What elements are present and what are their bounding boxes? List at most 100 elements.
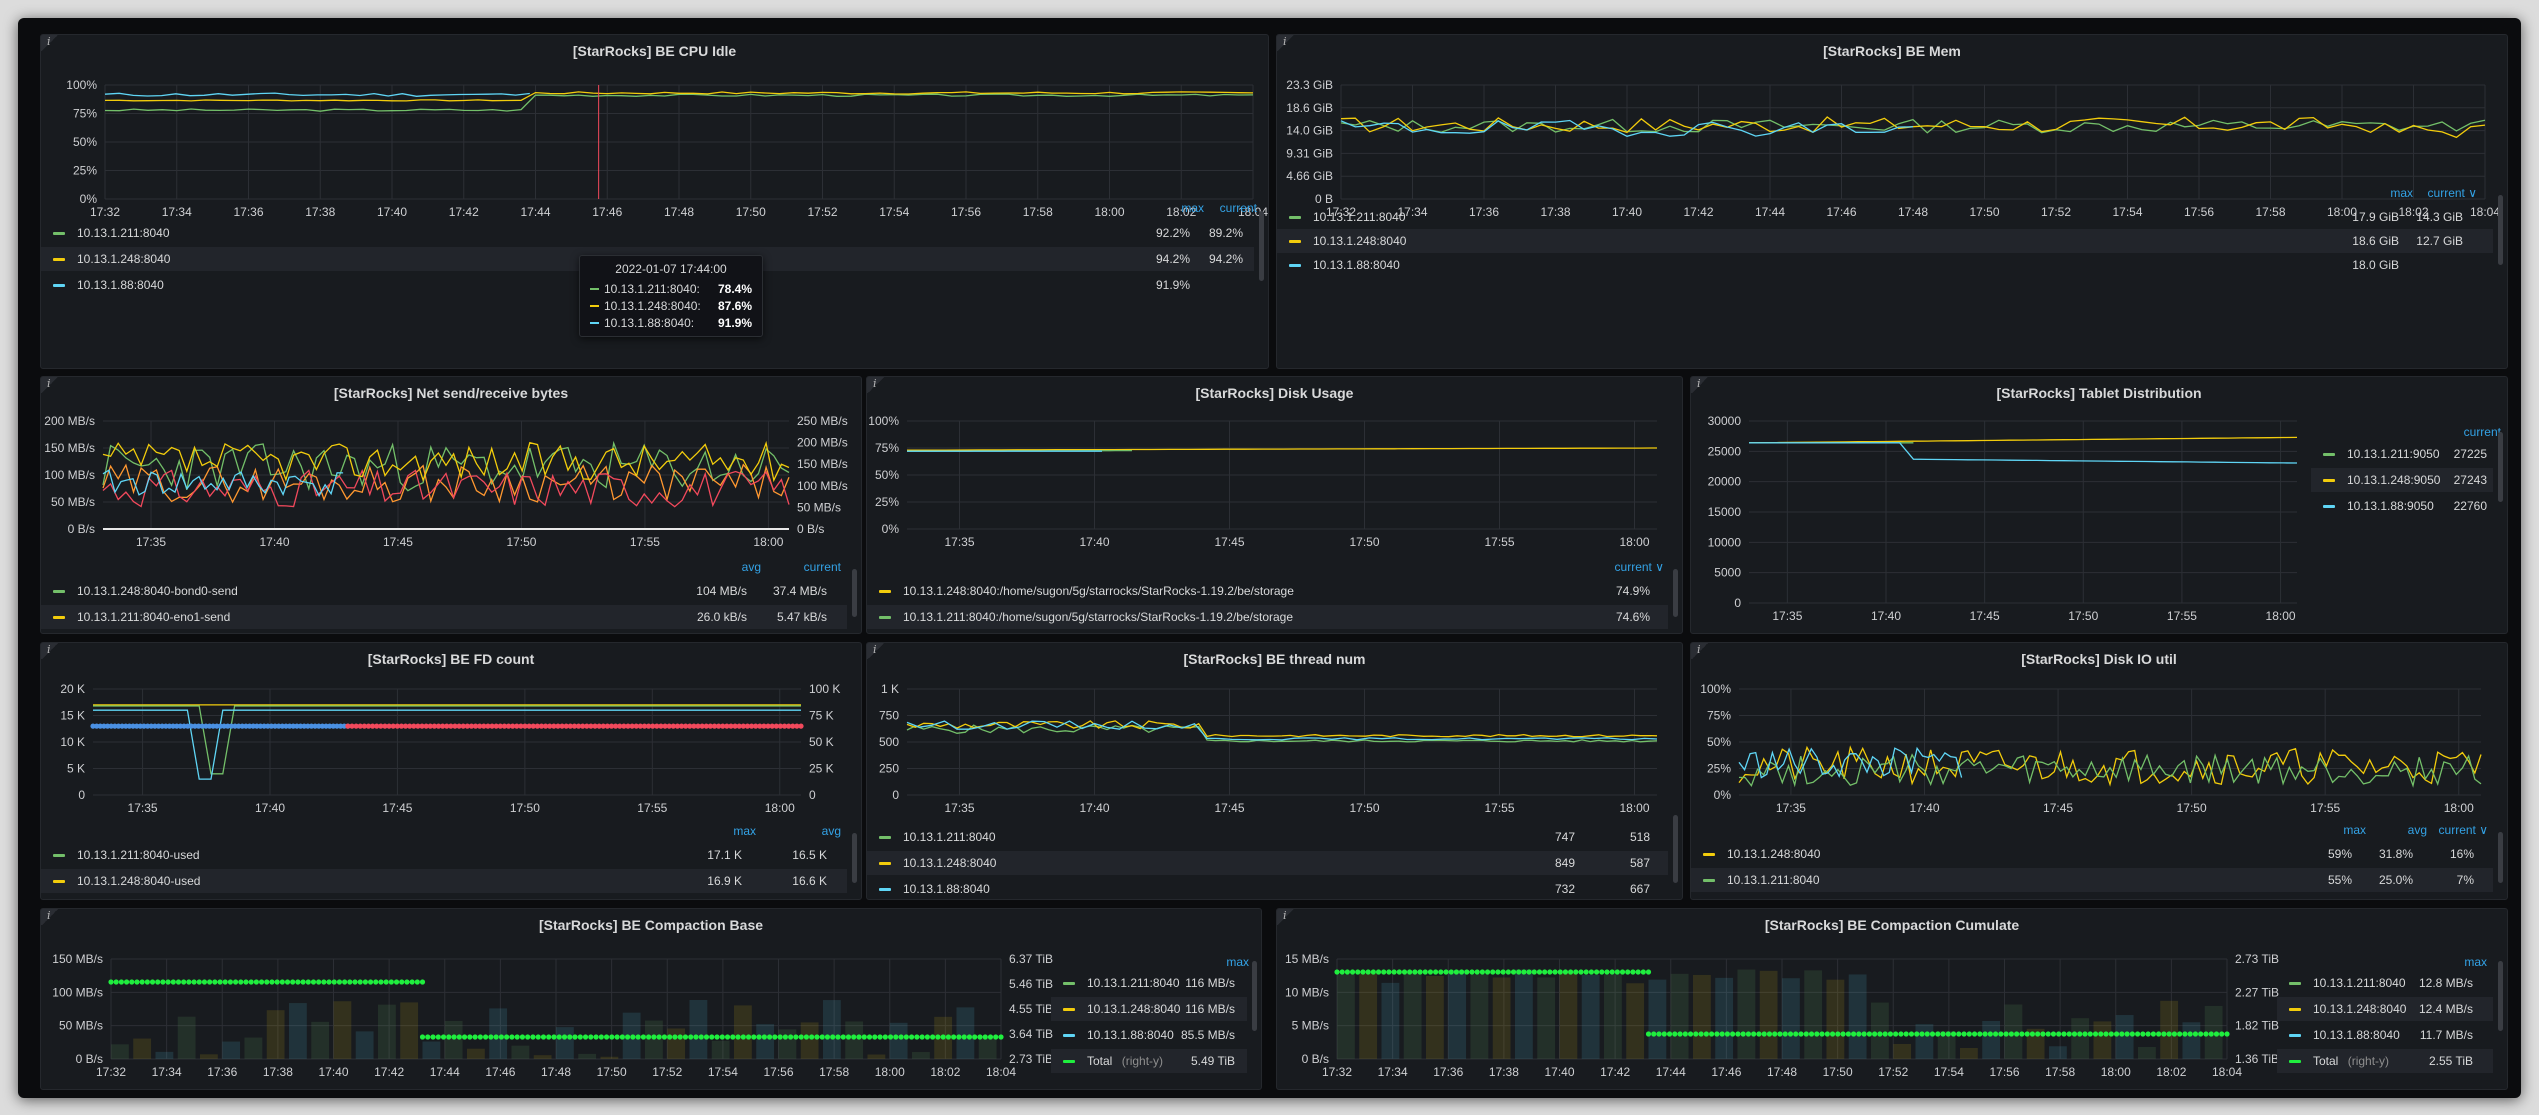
legend-item[interactable]: 10.13.1.248:8040 849 587 xyxy=(867,851,1668,875)
point-total xyxy=(2066,1031,2072,1037)
legend-header[interactable]: current ∨ xyxy=(2438,823,2488,837)
x-tick-label: 17:55 xyxy=(637,801,667,815)
legend-item[interactable]: 10.13.1.248:8040 18.6 GiB 12.7 GiB xyxy=(1277,229,2493,253)
panel-title[interactable]: [StarRocks] Disk Usage xyxy=(1195,385,1354,401)
y-tick-label: 0 B xyxy=(1315,192,1333,206)
legend-header[interactable]: max xyxy=(733,824,756,838)
legend-header[interactable]: max xyxy=(1226,955,1249,969)
legend-item[interactable]: 10.13.1.211:8040 92.2% 89.2% xyxy=(41,221,1254,245)
panel-info-icon[interactable]: i xyxy=(41,909,59,925)
legend-header[interactable]: avg xyxy=(821,824,841,838)
panel-info-icon[interactable]: i xyxy=(1277,35,1295,51)
legend-item[interactable]: 10.13.1.211:8040 12.8 MB/s xyxy=(2277,971,2493,995)
panel-info-icon[interactable]: i xyxy=(41,643,59,659)
legend-scrollbar[interactable] xyxy=(852,569,857,617)
legend-header[interactable]: avg xyxy=(741,560,761,574)
panel-title[interactable]: [StarRocks] Tablet Distribution xyxy=(1996,385,2202,401)
panel-info-icon[interactable]: i xyxy=(1277,909,1295,925)
legend-scrollbar[interactable] xyxy=(2498,195,2503,265)
legend-scrollbar[interactable] xyxy=(2498,832,2503,883)
panel-title[interactable]: [StarRocks] Disk IO util xyxy=(2021,651,2177,667)
panel-title[interactable]: [StarRocks] BE Compaction Cumulate xyxy=(1764,917,2020,933)
legend-item[interactable]: 10.13.1.248:8040 116 MB/s xyxy=(1051,997,1247,1021)
panel-info-icon[interactable]: i xyxy=(867,643,885,659)
chart-fd[interactable]: 20 K 15 K 10 K 5 K 0 100 K 75 K 50 K 25 K 0 17:35 1… xyxy=(41,643,861,899)
legend-mem: max current ∨ 10.13.1.211:8040 17.9 GiB 14.3… xyxy=(1277,35,2507,368)
legend-item[interactable]: Total (right-y) 2.55 TiB xyxy=(2277,1049,2493,1073)
point-total xyxy=(2045,1031,2051,1037)
panel-title[interactable]: [StarRocks] Net send/receive bytes xyxy=(333,385,569,401)
legend-item[interactable]: 10.13.1.211:8040 116 MB/s xyxy=(1051,971,1247,995)
panel-title[interactable]: [StarRocks] BE Compaction Base xyxy=(538,917,764,933)
legend-header[interactable]: current xyxy=(2463,425,2501,439)
chart-net[interactable]: 200 MB/s 150 MB/s 100 MB/s 50 MB/s 0 B/s 250 … xyxy=(41,377,861,633)
y-tick-label: 50 MB/s xyxy=(59,1019,103,1033)
point-fd-red xyxy=(411,723,417,729)
panel-info-icon[interactable]: i xyxy=(867,377,885,393)
legend-item[interactable]: 10.13.1.211:8040 55% 25.0% 7% xyxy=(1691,868,2493,892)
legend-item[interactable]: 10.13.1.248:8040:/home/sugon/5g/starrock… xyxy=(867,579,1668,603)
legend-item[interactable]: 10.13.1.248:8040-bond0-send 104 MB/s 37.4 … xyxy=(41,579,847,603)
panel-info-icon[interactable]: i xyxy=(41,35,59,51)
x-tick-label: 17:58 xyxy=(819,1065,849,1079)
point-fd-red xyxy=(530,723,536,729)
chart-cbase[interactable]: 150 MB/s 100 MB/s 50 MB/s 0 B/s 6.37 TiB 5.46… xyxy=(41,909,1261,1089)
chart-cpu[interactable]: 100% 75% 50% 25% 0%17:32 17:34 17:36 17:38 17:40… xyxy=(41,35,1268,368)
legend-item[interactable]: 10.13.1.211:8040 747 518 xyxy=(867,825,1668,849)
legend-header[interactable]: max xyxy=(1181,201,1204,215)
panel-info-icon[interactable]: i xyxy=(1691,643,1709,659)
legend-swatch xyxy=(2323,453,2335,456)
panel-title[interactable]: [StarRocks] BE Mem xyxy=(1823,43,1961,59)
legend-item[interactable]: 10.13.1.88:8040 732 667 xyxy=(867,877,1668,899)
bar xyxy=(1337,974,1355,1059)
chart-mem[interactable]: 23.3 GiB 18.6 GiB 14.0 GiB 9.31 GiB 4.66 GiB… xyxy=(1277,35,2507,368)
legend-item[interactable]: 10.13.1.88:8040 91.9% xyxy=(41,273,1254,297)
legend-scrollbar[interactable] xyxy=(1252,961,1257,1031)
legend-header[interactable]: avg xyxy=(2407,823,2427,837)
point-total xyxy=(593,1034,599,1040)
legend-item[interactable]: 10.13.1.211:8040-eno1-send 26.0 kB/s 5.47 … xyxy=(41,605,847,629)
legend-item[interactable]: 10.13.1.248:8040-used 16.9 K 16.6 K xyxy=(41,869,847,893)
panel-title[interactable]: [StarRocks] BE CPU Idle xyxy=(572,43,737,59)
legend-scrollbar[interactable] xyxy=(1259,211,1264,281)
point-total xyxy=(567,1034,573,1040)
legend-item[interactable]: 10.13.1.248:8040 12.4 MB/s xyxy=(2277,997,2493,1021)
point-total xyxy=(2029,1031,2036,1037)
bar xyxy=(2115,1015,2134,1059)
legend-header[interactable]: max xyxy=(2464,955,2487,969)
legend-item[interactable]: 10.13.1.211:8040 17.9 GiB 14.3 GiB xyxy=(1277,205,2493,229)
legend-header[interactable]: current ∨ xyxy=(1614,560,1664,574)
legend-header[interactable]: max xyxy=(2343,823,2366,837)
point-total xyxy=(714,1034,720,1040)
legend-item[interactable]: 10.13.1.88:8040 11.7 MB/s xyxy=(2277,1023,2493,1047)
panel-info-icon[interactable]: i xyxy=(41,377,59,393)
chart-disk[interactable]: 100% 75% 50% 25% 0% 17:35 17:40 17:45 17:50 17:55… xyxy=(867,377,1682,633)
legend-item[interactable]: 10.13.1.248:9050 27243 xyxy=(2311,468,2493,492)
legend-item[interactable]: 10.13.1.88:8040 18.0 GiB xyxy=(1277,253,2493,277)
point-total xyxy=(2150,1031,2156,1037)
legend-item[interactable]: 10.13.1.248:8040 59% 31.8% 16% xyxy=(1691,842,2493,866)
legend-header[interactable]: current xyxy=(1219,201,1257,215)
chart-tablet[interactable]: 30000 25000 20000 15000 10000 5000 0 17:35 17:40… xyxy=(1691,377,2507,633)
panel-title[interactable]: [StarRocks] BE FD count xyxy=(367,651,535,667)
legend-item[interactable]: 10.13.1.211:9050 27225 xyxy=(2311,442,2493,466)
legend-scrollbar[interactable] xyxy=(1673,815,1678,883)
legend-scrollbar[interactable] xyxy=(852,833,857,883)
chart-thread[interactable]: 1 K 750 500 250 0 17:35 17:40 17:45 17:50 17:55 18… xyxy=(867,643,1682,899)
legend-scrollbar[interactable] xyxy=(1673,569,1678,617)
point-total xyxy=(1645,1031,1652,1037)
legend-item[interactable]: Total (right-y) 5.49 TiB xyxy=(1051,1049,1247,1073)
panel-info-icon[interactable]: i xyxy=(1691,377,1709,393)
legend-header[interactable]: current ∨ xyxy=(2427,186,2477,200)
legend-item[interactable]: 10.13.1.88:8040 85.5 MB/s xyxy=(1051,1023,1247,1047)
chart-ccum[interactable]: 15 MB/s 10 MB/s 5 MB/s 0 B/s 2.73 TiB 2.27 Ti… xyxy=(1277,909,2507,1089)
legend-item[interactable]: 10.13.1.211:8040:/home/sugon/5g/starrock… xyxy=(867,605,1668,629)
legend-item[interactable]: 10.13.1.211:8040-used 17.1 K 16.5 K xyxy=(41,843,847,867)
chart-diskio[interactable]: 100% 75% 50% 25% 0% 17:35 17:40 17:45 17:50 17:55… xyxy=(1691,643,2507,899)
panel-title[interactable]: [StarRocks] BE thread num xyxy=(1183,651,1366,667)
legend-scrollbar[interactable] xyxy=(2498,432,2503,502)
legend-header[interactable]: current xyxy=(803,560,841,574)
legend-scrollbar[interactable] xyxy=(2498,961,2503,1031)
legend-item[interactable]: 10.13.1.88:9050 22760 xyxy=(2311,494,2493,518)
legend-header[interactable]: max xyxy=(2390,186,2413,200)
